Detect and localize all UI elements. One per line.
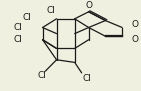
Text: Cl: Cl bbox=[13, 35, 22, 44]
Text: Cl: Cl bbox=[13, 23, 22, 32]
Text: O: O bbox=[131, 35, 138, 44]
Text: O: O bbox=[85, 1, 92, 10]
Text: Cl: Cl bbox=[23, 13, 31, 22]
Text: Cl: Cl bbox=[83, 74, 92, 83]
Text: O: O bbox=[131, 20, 138, 29]
Text: Cl: Cl bbox=[47, 6, 55, 15]
Text: Cl: Cl bbox=[38, 71, 46, 80]
